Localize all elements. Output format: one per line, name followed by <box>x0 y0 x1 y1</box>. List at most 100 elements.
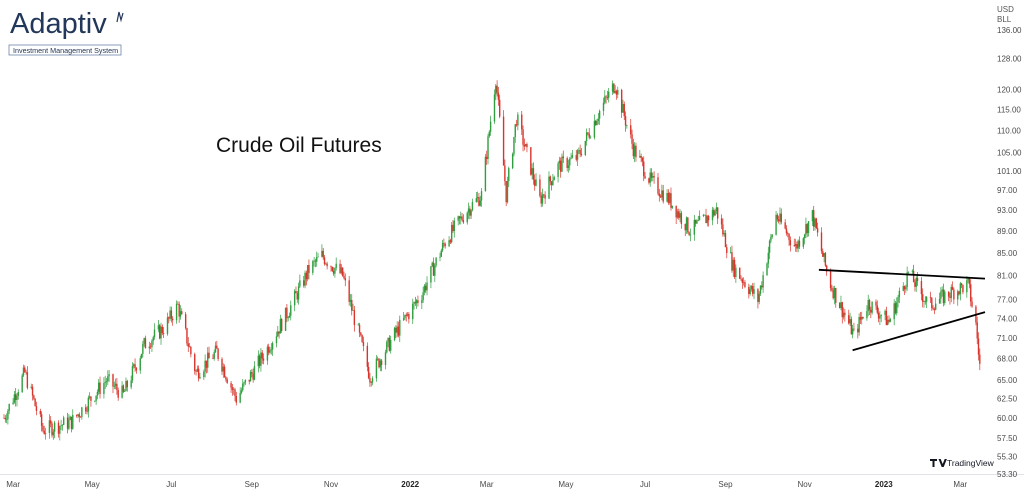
candle <box>99 376 101 399</box>
trendline[interactable] <box>852 311 986 352</box>
candle-body <box>360 332 362 336</box>
candle-body <box>450 224 453 243</box>
candle <box>716 207 719 225</box>
candle-body <box>184 314 187 329</box>
candle <box>244 379 247 385</box>
candle <box>399 315 401 343</box>
candle-body <box>478 197 480 206</box>
candle <box>107 370 109 385</box>
candle <box>561 153 563 172</box>
trendline[interactable] <box>818 268 986 280</box>
candle-body <box>60 425 62 427</box>
candle <box>933 307 936 315</box>
candle-body <box>332 270 335 274</box>
candle <box>50 416 52 428</box>
candle <box>521 110 523 135</box>
candle <box>570 152 572 160</box>
x-tick-label: May <box>558 480 573 489</box>
candle-body <box>114 383 117 386</box>
candle-body <box>430 266 432 283</box>
candle <box>888 315 890 324</box>
candle <box>916 271 919 286</box>
candle <box>178 301 180 323</box>
candle-body <box>950 286 952 298</box>
candle-body <box>584 140 587 155</box>
candle <box>79 415 82 418</box>
candle <box>452 220 454 233</box>
candle-body <box>466 212 468 223</box>
candle-body <box>123 391 126 392</box>
candle-body <box>169 310 171 319</box>
candle <box>829 268 832 292</box>
candle <box>626 124 628 129</box>
candle-body <box>508 168 510 181</box>
candle-body <box>287 317 289 319</box>
candle-body <box>457 216 459 221</box>
candle <box>649 168 651 187</box>
candle <box>484 153 487 192</box>
candle-body <box>162 333 165 334</box>
candle <box>24 365 26 373</box>
candle-body <box>249 372 252 382</box>
candle <box>657 172 659 196</box>
candle-body <box>371 378 374 383</box>
candle <box>406 312 409 317</box>
trendlines-layer <box>818 268 986 352</box>
candle-body <box>767 252 769 264</box>
candle-body <box>107 376 109 382</box>
candle-body <box>723 233 725 235</box>
candle-body <box>858 317 860 333</box>
candle <box>643 156 645 182</box>
candle <box>753 282 755 300</box>
candle <box>661 184 663 201</box>
candle-body <box>104 382 106 384</box>
candle-body <box>553 176 555 181</box>
candle-body <box>794 243 797 246</box>
candle-body <box>539 179 541 197</box>
candle <box>69 415 71 421</box>
candle-body <box>805 224 807 235</box>
candle <box>195 369 197 376</box>
candle-body <box>33 395 35 399</box>
candle-body <box>959 283 962 295</box>
candle <box>77 413 79 419</box>
candle <box>631 129 633 150</box>
candle <box>194 352 196 375</box>
x-axis[interactable]: Mar May Jul Sep Nov 2022 Mar May Jul Sep Nov 2023 Ma… <box>6 480 967 489</box>
candle <box>134 358 136 372</box>
candle-body <box>541 194 544 204</box>
candle-body <box>231 387 234 390</box>
candle <box>379 358 382 372</box>
candle <box>140 353 143 359</box>
candle <box>271 341 274 356</box>
candle <box>752 283 754 297</box>
candle <box>397 321 400 338</box>
y-axis[interactable]: 136.00 128.00 120.00 115.00 110.00 105.00 101.… <box>997 26 1022 479</box>
candle-body <box>34 398 36 407</box>
candle <box>48 414 51 439</box>
candle <box>153 323 156 340</box>
candle-body <box>275 336 278 344</box>
candle-body <box>598 110 601 119</box>
candle-body <box>726 247 728 253</box>
candle-body <box>816 228 819 233</box>
candle-body <box>396 326 398 333</box>
y-tick-label: 101.00 <box>997 167 1022 176</box>
candle-body <box>112 374 114 387</box>
candle <box>832 286 834 300</box>
candle-body <box>257 355 260 367</box>
candle-body <box>888 319 890 322</box>
x-tick-label: 2023 <box>875 480 893 489</box>
candle-body <box>907 271 910 273</box>
candle <box>875 299 877 310</box>
candle <box>448 236 450 248</box>
candle <box>922 288 924 308</box>
candle-body <box>95 395 97 401</box>
candle-body <box>624 116 627 126</box>
candle-body <box>144 338 147 349</box>
candle-body <box>513 136 515 154</box>
candle <box>635 142 637 162</box>
candle-body <box>7 410 9 420</box>
candle-body <box>932 308 934 309</box>
